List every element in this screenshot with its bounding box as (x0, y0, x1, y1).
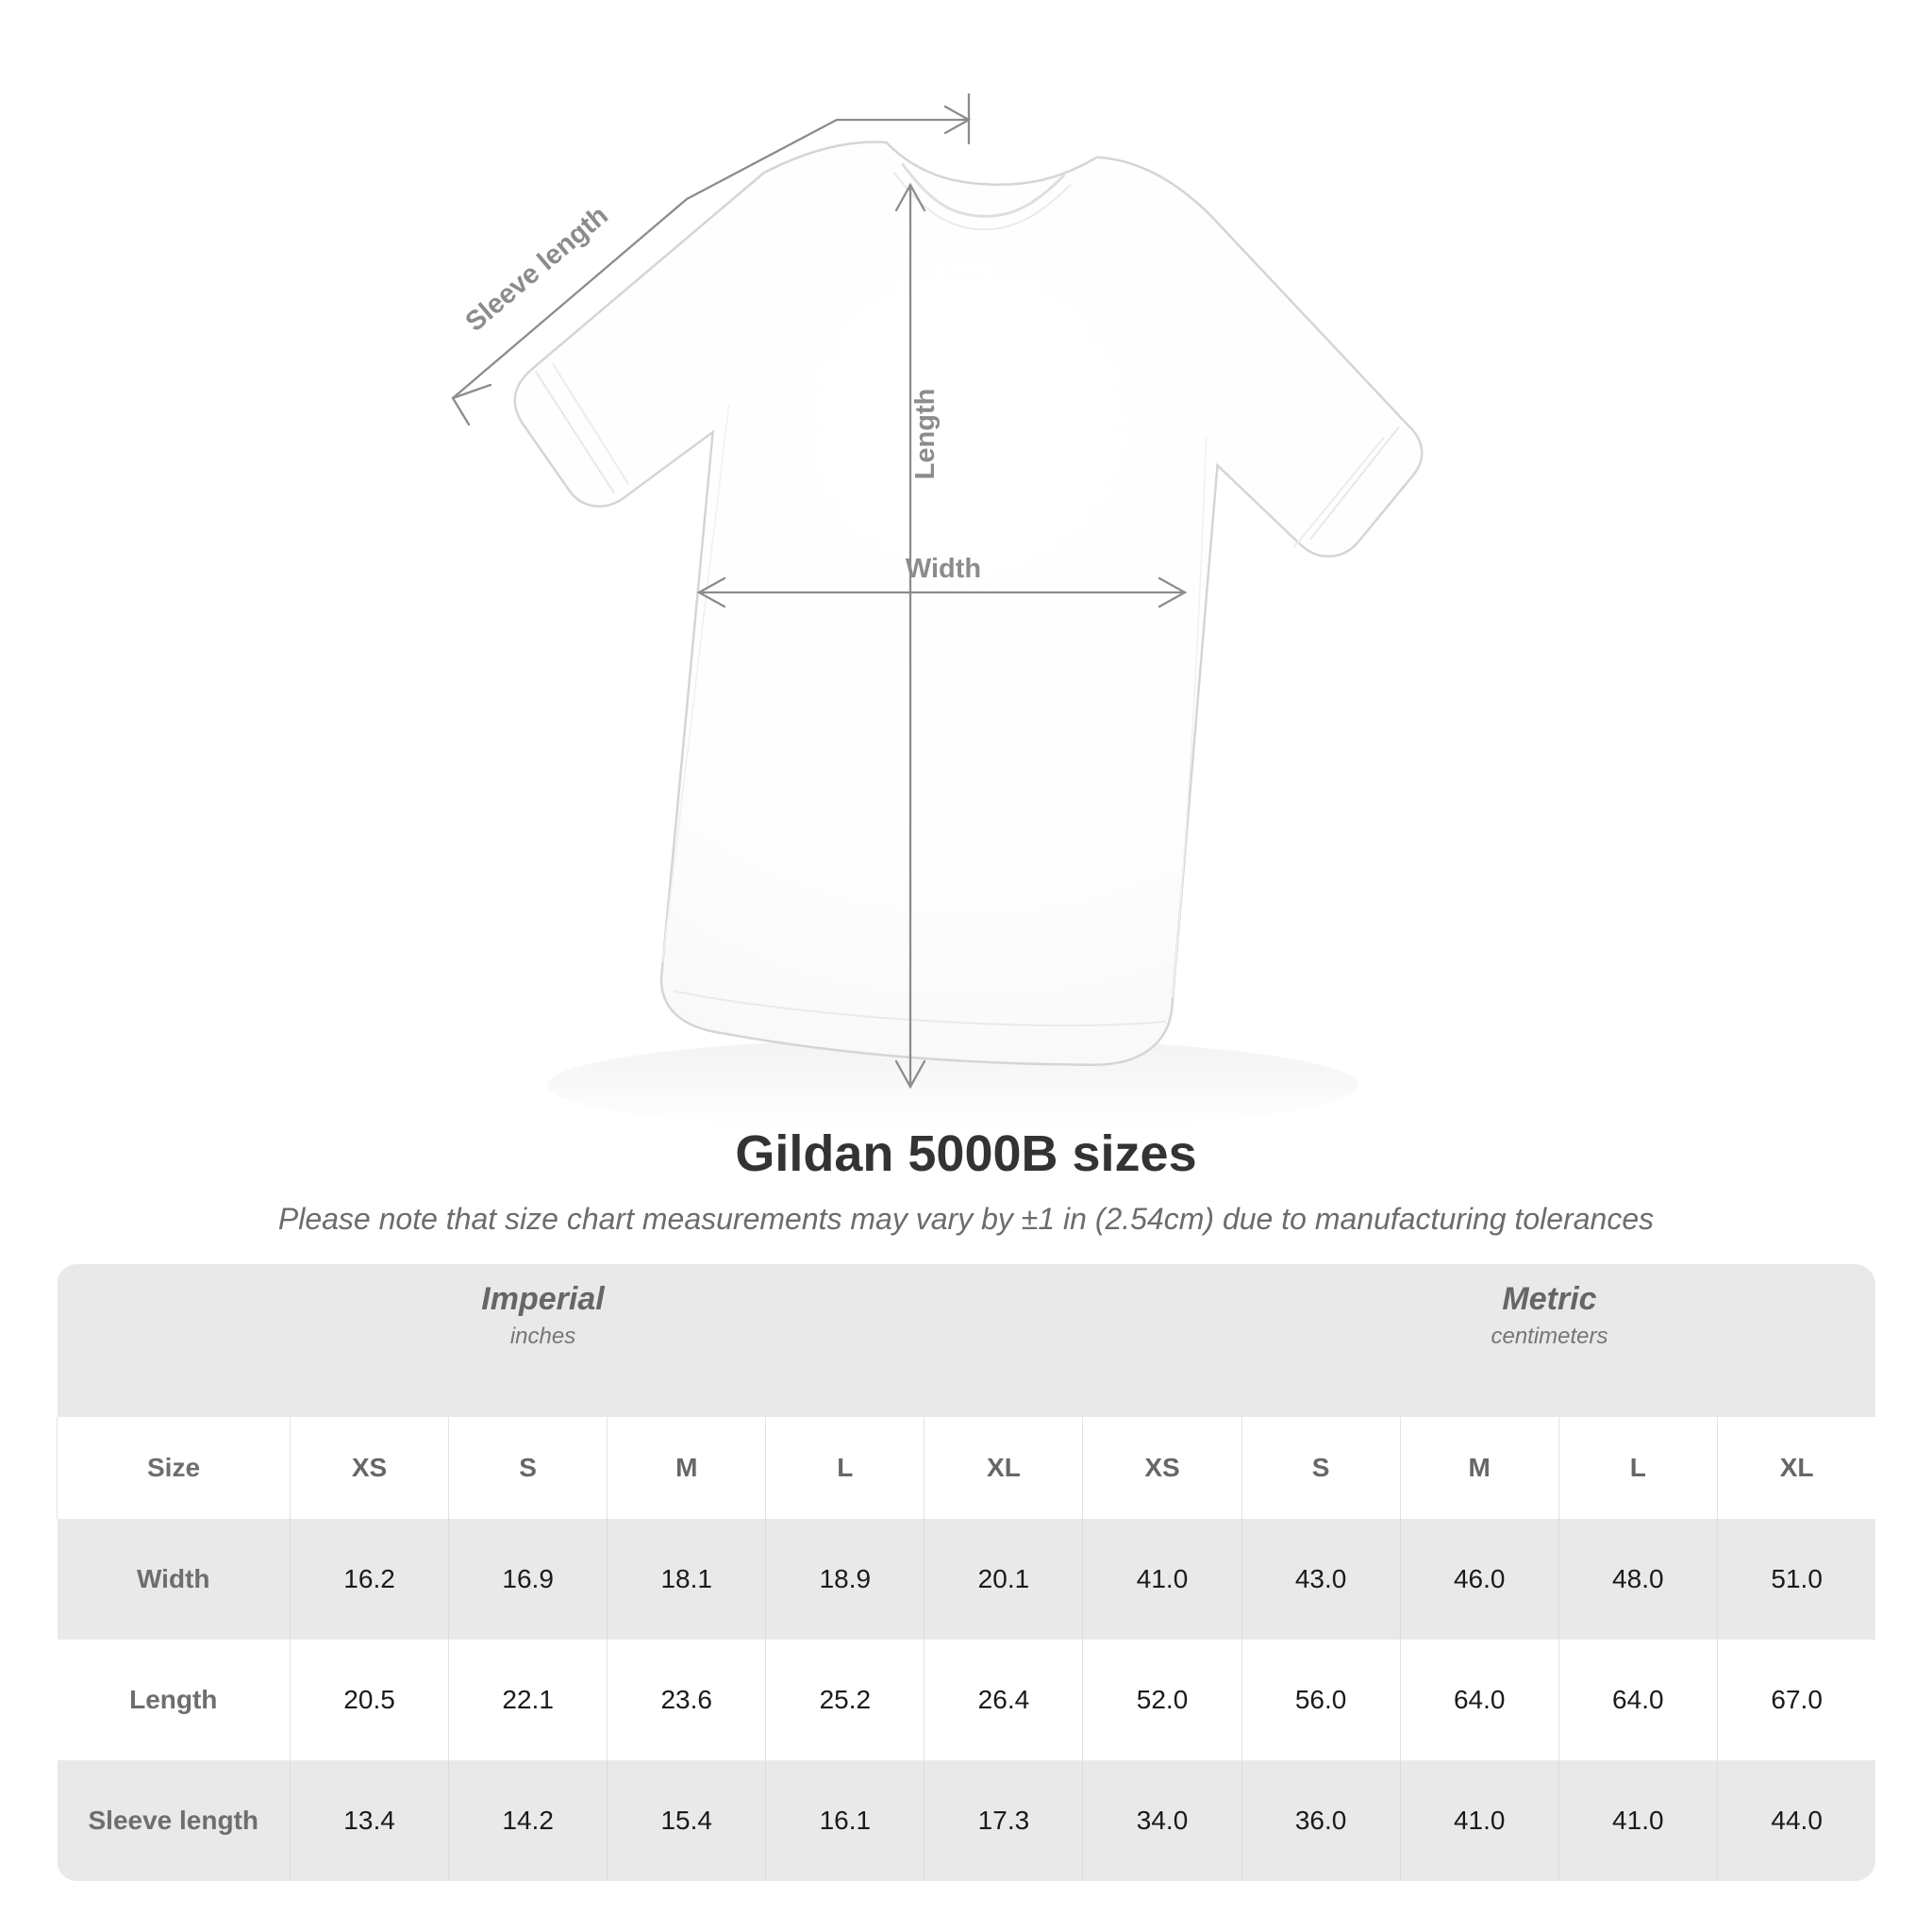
svg-text:Length: Length (910, 389, 941, 480)
svg-text:Sleeve length: Sleeve length (460, 200, 614, 338)
svg-text:Width: Width (906, 554, 981, 584)
